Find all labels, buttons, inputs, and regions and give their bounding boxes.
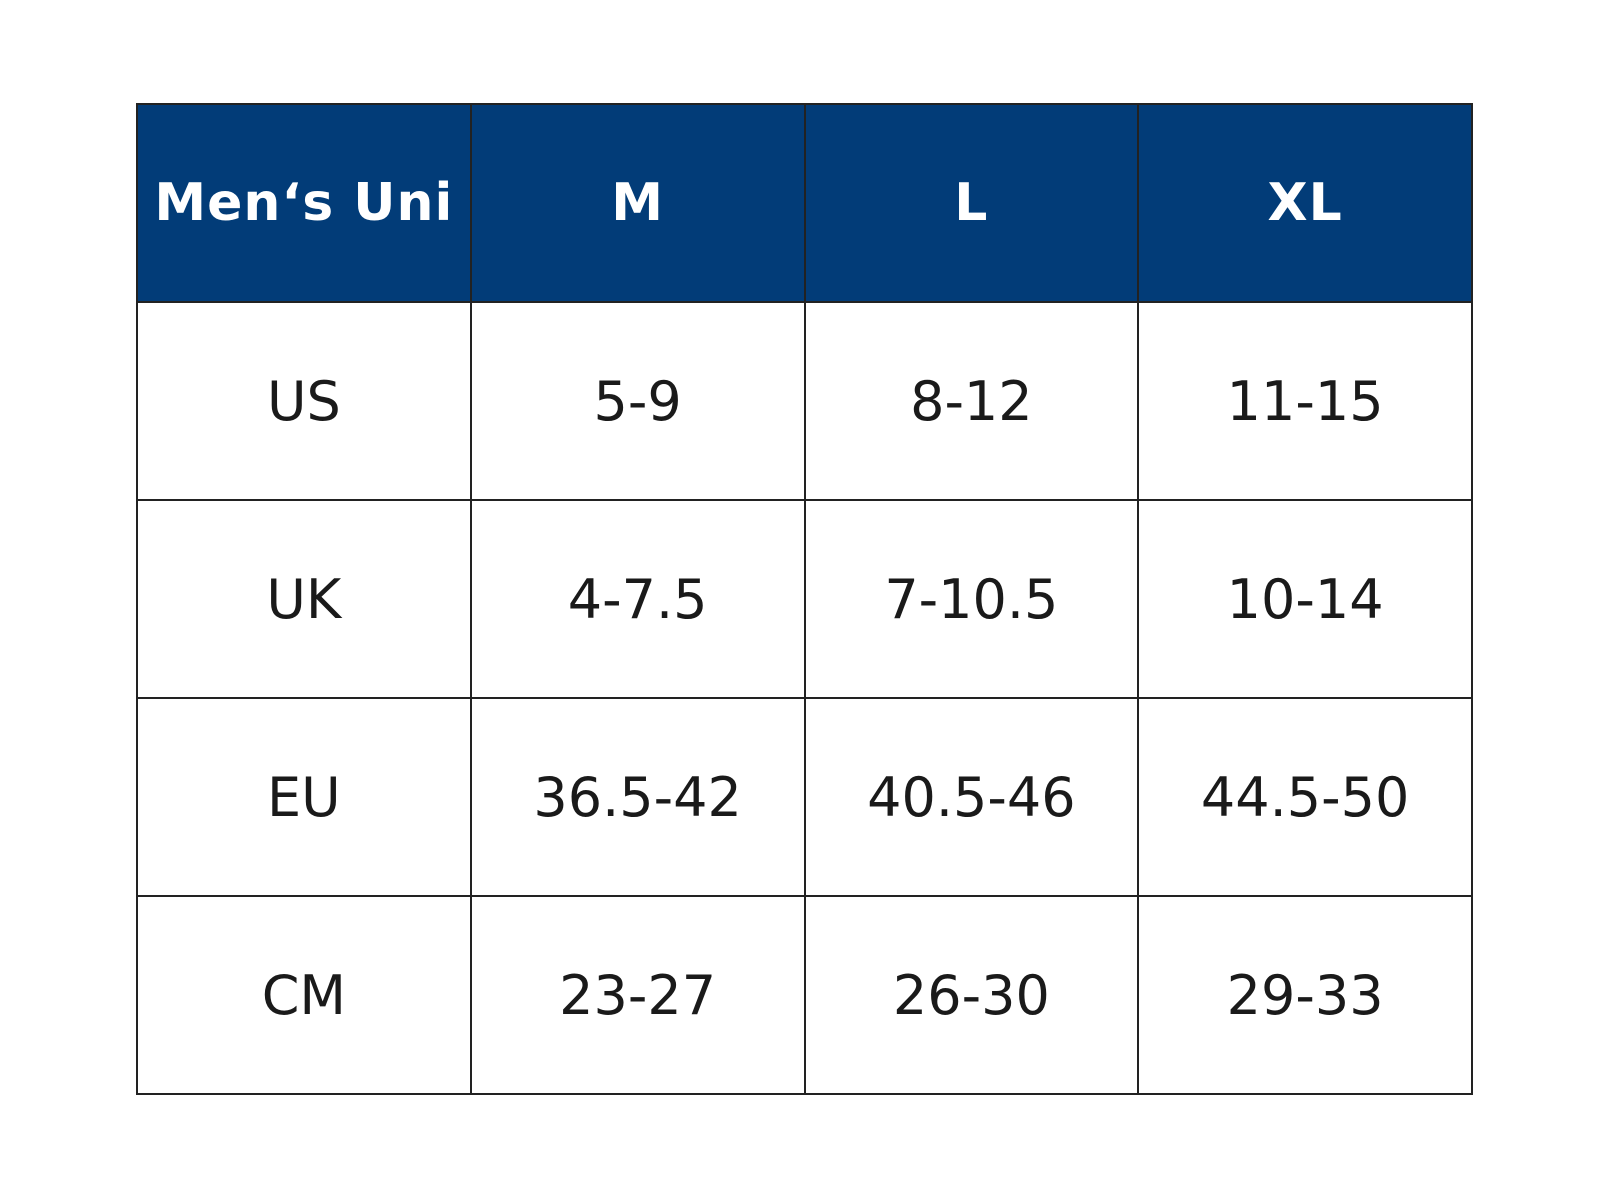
table-row: EU 36.5-42 40.5-46 44.5-50 [136, 697, 1473, 897]
size-cell: 10-14 [1137, 499, 1473, 699]
header-cell: Men‘s Uni [136, 103, 472, 303]
row-label: UK [136, 499, 472, 699]
size-cell: 44.5-50 [1137, 697, 1473, 897]
size-cell: 29-33 [1137, 895, 1473, 1095]
size-cell: 4-7.5 [469, 499, 806, 699]
table-row: CM 23-27 26-30 29-33 [136, 895, 1473, 1095]
row-label: CM [136, 895, 472, 1095]
header-row: Men‘s Uni M L XL [136, 103, 1473, 303]
size-cell: 8-12 [803, 301, 1140, 501]
size-cell: 36.5-42 [469, 697, 806, 897]
size-cell: 23-27 [469, 895, 806, 1095]
size-cell: 26-30 [803, 895, 1140, 1095]
row-label: US [136, 301, 472, 501]
table-row: UK 4-7.5 7-10.5 10-14 [136, 499, 1473, 699]
table-header: Men‘s Uni M L XL [136, 103, 1473, 303]
size-cell: 11-15 [1137, 301, 1473, 501]
header-cell: L [803, 103, 1140, 303]
header-cell: M [469, 103, 806, 303]
size-table: Men‘s Uni M L XL US 5-9 8-12 11-15 UK 4-7.5 7-10.… [136, 103, 1473, 1095]
size-cell: 7-10.5 [803, 499, 1140, 699]
table-row: US 5-9 8-12 11-15 [136, 301, 1473, 501]
size-cell: 5-9 [469, 301, 806, 501]
table-body: US 5-9 8-12 11-15 UK 4-7.5 7-10.5 10-14 EU 36.5-4… [136, 301, 1473, 1095]
header-cell: XL [1137, 103, 1473, 303]
size-cell: 40.5-46 [803, 697, 1140, 897]
row-label: EU [136, 697, 472, 897]
